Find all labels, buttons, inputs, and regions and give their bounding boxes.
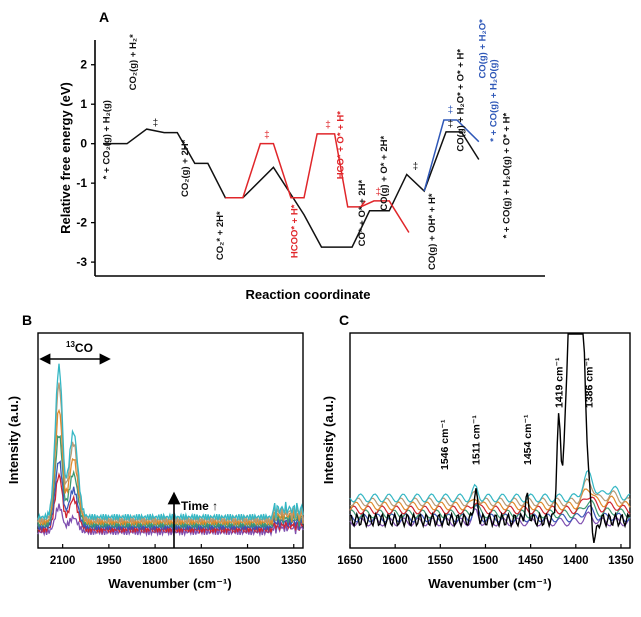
- ts-symbol: ‡: [325, 120, 331, 131]
- spectrum-series-c: [349, 469, 631, 503]
- panel-a: Reaction coordinate Relative free energy…: [58, 19, 545, 302]
- panel-c-x-label: Wavenumber (cm⁻¹): [428, 576, 551, 591]
- step-annotation: HCOO* + H*: [289, 204, 300, 258]
- y-tick-label: -2: [76, 216, 87, 230]
- panel-c-y-label: Intensity (a.u.): [321, 396, 336, 484]
- time-label: Time ↑: [181, 499, 218, 513]
- spectrum-trace-black: [349, 333, 630, 544]
- panel-a-annotations: * + CO₂(g) + H₂(g) CO₂(g) + H₂* CO₂(g) + 2…: [102, 19, 513, 270]
- spectrum-series-c: [349, 478, 631, 507]
- spectrum-series-b: [37, 472, 304, 535]
- peak-label: 1386 cm⁻¹: [583, 357, 595, 408]
- y-tick-label: -3: [76, 255, 87, 269]
- step-annotation: CO* + O* + 2H*: [357, 179, 368, 246]
- step-annotation: CO₂* + 2H*: [215, 211, 226, 260]
- ts-symbol: ‡: [413, 161, 419, 172]
- panel-b-frame: [37, 332, 304, 549]
- step-annotation: CO₂(g) + H₂*: [128, 34, 139, 91]
- panel-label-b: B: [22, 312, 32, 328]
- ts-symbol: ‡: [264, 130, 270, 141]
- x-tick-label: 1500: [235, 555, 261, 567]
- peak-label: 1419 cm⁻¹: [554, 357, 566, 408]
- step-annotation: CO(g) + O* + 2H*: [379, 136, 390, 211]
- panel-label-c: C: [339, 312, 349, 328]
- panel-a-lines: ‡ ‡ ‡ ‡ ‡ ‡ ‡: [103, 105, 480, 248]
- panel-c-x-ticks: 1650 1600 1550 1500 1450 1400 1350: [337, 544, 634, 567]
- panel-b-time-annotation: Time ↑: [167, 491, 218, 548]
- panel-b: Wavenumber (cm⁻¹) Intensity (a.u.) 2100 1…: [6, 332, 307, 591]
- x-tick-label: 1800: [142, 555, 168, 567]
- panel-b-y-label: Intensity (a.u.): [6, 396, 21, 484]
- panel-b-x-label: Wavenumber (cm⁻¹): [108, 576, 231, 591]
- step-annotation: CO(g) + OH* + H*: [427, 193, 438, 270]
- spectrum-series-b: [37, 363, 304, 522]
- step-annotation: * + CO(g) + H₂O(g): [488, 59, 499, 141]
- y-tick-label: 1: [80, 97, 87, 111]
- panel-c: Wavenumber (cm⁻¹) Intensity (a.u.) 1650 1…: [321, 332, 634, 591]
- step-annotation: CO(g) + H₂O* + O* + H*: [456, 49, 467, 152]
- x-tick-label: 1650: [189, 555, 215, 567]
- x-tick-label: 1550: [428, 555, 454, 567]
- step-annotation: HCO* + O* + H*: [335, 111, 346, 179]
- panel-label-a: A: [99, 9, 109, 25]
- peak-label: 1511 cm⁻¹: [471, 415, 483, 465]
- 13co-label: 13CO: [66, 340, 93, 355]
- panel-c-series: [349, 333, 631, 544]
- y-tick-label: 2: [80, 58, 87, 72]
- spectrum-series-c: [349, 496, 631, 515]
- x-tick-label: 1400: [563, 555, 589, 567]
- energy-path: [360, 200, 410, 233]
- y-tick-label: 0: [80, 137, 87, 151]
- energy-path: [423, 119, 480, 192]
- step-annotation: * + CO(g) + H₂O(g) + O* + H*: [501, 112, 512, 238]
- panel-c-frame: [349, 332, 631, 549]
- ts-symbol: ‡: [448, 105, 454, 116]
- energy-path: [225, 133, 366, 208]
- panel-a-y-label: Relative free energy (eV): [58, 82, 73, 234]
- peak-label: 1454 cm⁻¹: [522, 414, 534, 465]
- peak-label: 1546 cm⁻¹: [439, 419, 451, 470]
- step-annotation: * + CO₂(g) + H₂(g): [102, 100, 113, 179]
- y-tick-label: -1: [76, 176, 87, 190]
- panel-a-y-ticks: 2 1 0 -1 -2 -3: [76, 58, 95, 269]
- x-tick-label: 1350: [281, 555, 307, 567]
- step-annotation: CO₂(g) + 2H*: [180, 139, 191, 197]
- spectrum-series-b: [37, 503, 304, 538]
- ts-symbol: ‡: [376, 187, 382, 198]
- panel-a-x-label: Reaction coordinate: [246, 287, 371, 302]
- x-tick-label: 1600: [382, 555, 408, 567]
- step-annotation: CO(g) + H₂O*: [477, 19, 488, 79]
- x-tick-label: 1650: [337, 555, 363, 567]
- panel-b-13co-annotation: 13CO: [39, 340, 111, 365]
- x-tick-label: 1950: [96, 555, 122, 567]
- panel-c-peak-labels: 1546 cm⁻¹ 1511 cm⁻¹ 1454 cm⁻¹ 1419 cm⁻¹ 1386…: [439, 357, 596, 470]
- ts-symbol: ‡: [153, 118, 159, 129]
- x-tick-label: 2100: [50, 555, 76, 567]
- spectrum-series-b: [37, 382, 304, 525]
- x-tick-label: 1500: [473, 555, 499, 567]
- panel-b-series: [37, 363, 304, 538]
- ts-symbol: ‡: [448, 119, 454, 130]
- x-tick-label: 1350: [608, 555, 634, 567]
- panel-b-x-ticks: 2100 1950 1800 1650 1500 1350: [50, 544, 307, 567]
- x-tick-label: 1450: [518, 555, 544, 567]
